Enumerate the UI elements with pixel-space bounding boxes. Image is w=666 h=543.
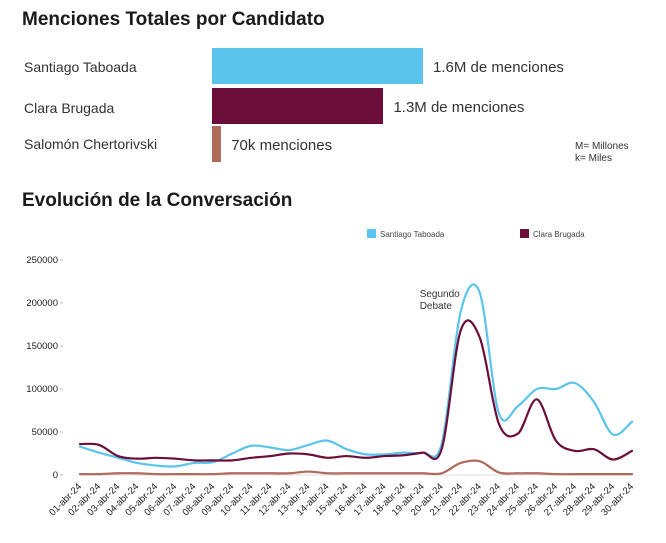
bar-santiago bbox=[212, 48, 423, 84]
line-chart-title: Evolución de la Conversación bbox=[22, 190, 293, 211]
legend-santiago-label: Santiago Taboada bbox=[380, 230, 445, 239]
bar-label-clara: 1.3M de menciones bbox=[393, 99, 525, 116]
legend-clara-swatch bbox=[520, 229, 529, 238]
bar-chart-title: Menciones Totales por Candidato bbox=[22, 9, 325, 30]
y-tick-label: 200000 bbox=[26, 298, 58, 309]
y-tick-label: 100000 bbox=[26, 384, 58, 395]
bar-label-santiago: 1.6M de menciones bbox=[433, 59, 564, 76]
candidate-name-santiago: Santiago Taboada bbox=[24, 59, 137, 75]
series-line-salomon bbox=[78, 459, 634, 476]
bar-clara bbox=[212, 88, 384, 124]
note-thousands: k= Miles bbox=[575, 153, 612, 164]
y-tick-label: 250000 bbox=[26, 255, 58, 266]
y-tick-label: 0 bbox=[53, 470, 58, 481]
bar-label-salomon: 70k menciones bbox=[231, 137, 333, 154]
y-tick-label: 50000 bbox=[32, 427, 58, 438]
legend-clara-label: Clara Brugada bbox=[533, 230, 585, 239]
y-tick-label: 150000 bbox=[26, 341, 58, 352]
series-line-santiago bbox=[78, 283, 634, 468]
bar-salomon bbox=[212, 126, 222, 162]
annotation-line2: Debate bbox=[420, 301, 453, 312]
series-line-clara bbox=[78, 319, 634, 462]
candidate-name-salomon: Salomón Chertorivski bbox=[24, 136, 158, 152]
candidate-name-clara: Clara Brugada bbox=[24, 100, 115, 116]
note-millions: M= Millones bbox=[575, 141, 629, 152]
legend-santiago-swatch bbox=[367, 229, 376, 238]
annotation-line1: Segundo bbox=[420, 289, 460, 300]
